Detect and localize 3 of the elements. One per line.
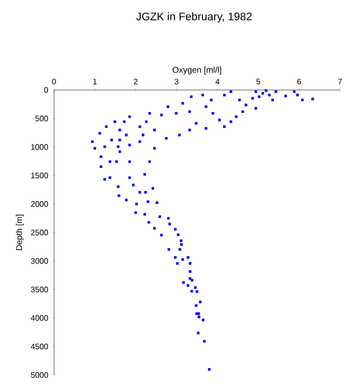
chart-title: JGZK in February, 1982 [136, 12, 252, 22]
y-axis-title: Depth [m] [16, 214, 24, 250]
x-axis-title: Oxygen [ml/l] [172, 66, 222, 74]
